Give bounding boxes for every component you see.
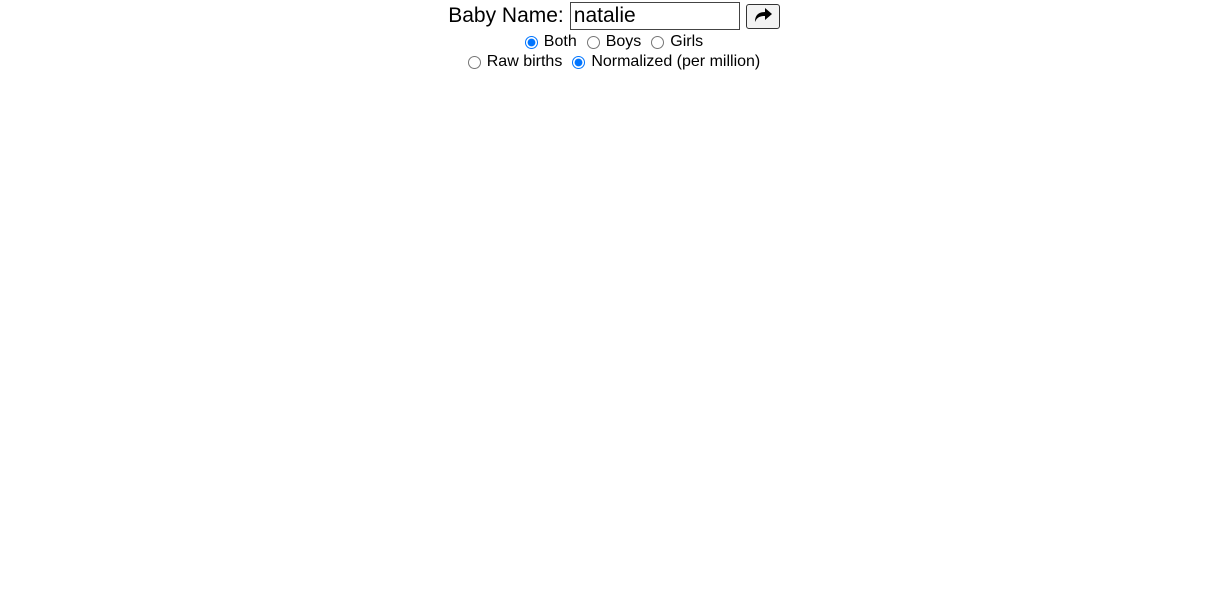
radio-label: Normalized (per million) [591,53,761,70]
radio-label: Raw births [486,53,563,70]
name-input[interactable] [569,2,740,30]
radio[interactable] [524,35,538,49]
radio[interactable] [651,35,665,49]
name-label: Baby Name: [448,4,564,27]
radio[interactable] [586,35,600,49]
sex-row: Both Boys Girls [0,32,1228,52]
radio[interactable] [467,55,481,69]
radio-option[interactable]: Both [524,33,577,51]
radio[interactable] [572,55,586,69]
radio-label: Both [543,33,577,50]
radio-label: Boys [605,33,642,50]
radio-option[interactable]: Raw births [467,53,563,71]
radio-label: Girls [670,33,704,50]
radio-option[interactable]: Normalized (per million) [572,53,760,71]
mode-row: Raw births Normalized (per million) [0,52,1228,72]
radio-option[interactable]: Boys [586,33,642,51]
radio-option[interactable]: Girls [651,33,703,51]
